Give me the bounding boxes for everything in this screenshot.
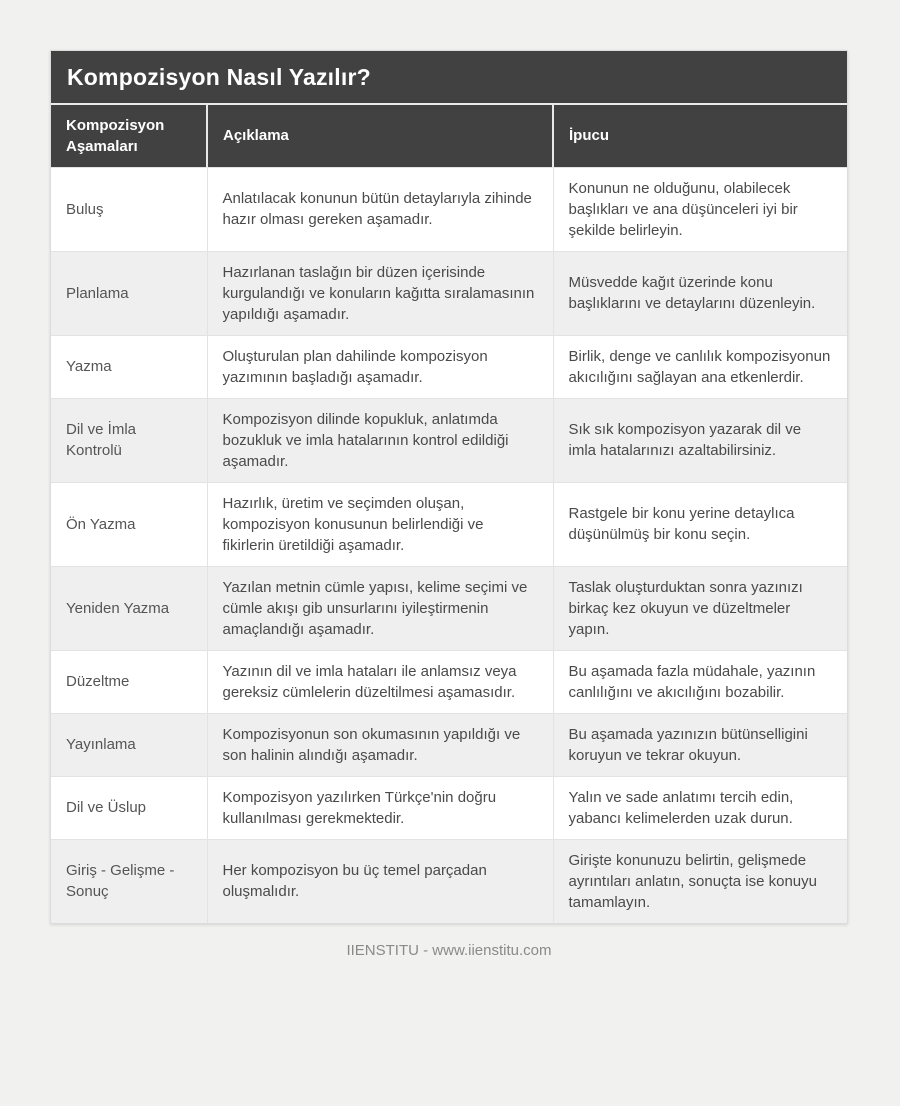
tip-cell: Taslak oluşturduktan sonra yazınızı birk…: [552, 565, 847, 650]
stage-cell: Giriş - Gelişme - Sonuç: [51, 838, 207, 923]
description-cell: Kompozisyon yazılırken Türkçe'nin doğru …: [206, 775, 553, 839]
table-row: Buluş Anlatılacak konunun bütün detaylar…: [51, 166, 847, 251]
tip-cell: Girişte konunuzu belirtin, gelişmede ayr…: [552, 838, 847, 923]
table-row: Yayınlama Kompozisyonun son okumasının y…: [51, 712, 847, 776]
table-row: Yazma Oluşturulan plan dahilinde kompozi…: [51, 334, 847, 398]
description-cell: Kompozisyon dilinde kopukluk, anlatımda …: [206, 397, 553, 482]
description-cell: Oluşturulan plan dahilinde kompozisyon y…: [206, 334, 553, 398]
page-title: Kompozisyon Nasıl Yazılır?: [51, 51, 847, 105]
table-row: Düzeltme Yazının dil ve imla hataları il…: [51, 649, 847, 713]
stage-cell: Yazma: [51, 334, 207, 398]
description-cell: Anlatılacak konunun bütün detaylarıyla z…: [206, 166, 553, 251]
table-row: Yeniden Yazma Yazılan metnin cümle yapıs…: [51, 565, 847, 650]
table-header-row: Kompozisyon Aşamaları Açıklama İpucu: [51, 105, 847, 167]
tip-cell: Bu aşamada fazla müdahale, yazının canlı…: [552, 649, 847, 713]
stage-cell: Planlama: [51, 250, 207, 335]
stage-cell: Yayınlama: [51, 712, 207, 776]
table-row: Ön Yazma Hazırlık, üretim ve seçimden ol…: [51, 481, 847, 566]
column-header-description: Açıklama: [206, 105, 553, 167]
stage-cell: Dil ve İmla Kontrolü: [51, 397, 207, 482]
composition-table: Kompozisyon Aşamaları Açıklama İpucu Bul…: [51, 105, 847, 923]
tip-cell: Sık sık kompozisyon yazarak dil ve imla …: [552, 397, 847, 482]
page: { "page": { "title": "Kompozisyon Nasıl …: [0, 50, 900, 1106]
description-cell: Kompozisyonun son okumasının yapıldığı v…: [206, 712, 553, 776]
stage-cell: Buluş: [51, 166, 207, 251]
composition-table-card: Kompozisyon Nasıl Yazılır? Kompozisyon A…: [50, 50, 848, 924]
table-row: Planlama Hazırlanan taslağın bir düzen i…: [51, 250, 847, 335]
footer-credit: IIENSTITU - www.iienstitu.com: [346, 941, 552, 959]
stage-cell: Yeniden Yazma: [51, 565, 207, 650]
table-row: Dil ve İmla Kontrolü Kompozisyon dilinde…: [51, 397, 847, 482]
tip-cell: Konunun ne olduğunu, olabilecek başlıkla…: [552, 166, 847, 251]
tip-cell: Rastgele bir konu yerine detaylıca düşün…: [552, 481, 847, 566]
description-cell: Hazırlık, üretim ve seçimden oluşan, kom…: [206, 481, 553, 566]
table-body: Buluş Anlatılacak konunun bütün detaylar…: [51, 166, 847, 923]
description-cell: Hazırlanan taslağın bir düzen içerisinde…: [206, 250, 553, 335]
description-cell: Her kompozisyon bu üç temel parçadan olu…: [206, 838, 553, 923]
tip-cell: Müsvedde kağıt üzerinde konu başlıkların…: [552, 250, 847, 335]
column-header-stages: Kompozisyon Aşamaları: [51, 105, 207, 167]
table-row: Giriş - Gelişme - Sonuç Her kompozisyon …: [51, 838, 847, 923]
description-cell: Yazılan metnin cümle yapısı, kelime seçi…: [206, 565, 553, 650]
stage-cell: Düzeltme: [51, 649, 207, 713]
column-header-tip: İpucu: [552, 105, 847, 167]
stage-cell: Dil ve Üslup: [51, 775, 207, 839]
table-row: Dil ve Üslup Kompozisyon yazılırken Türk…: [51, 775, 847, 839]
tip-cell: Bu aşamada yazınızın bütünselligini koru…: [552, 712, 847, 776]
tip-cell: Birlik, denge ve canlılık kompozisyonun …: [552, 334, 847, 398]
tip-cell: Yalın ve sade anlatımı tercih edin, yaba…: [552, 775, 847, 839]
description-cell: Yazının dil ve imla hataları ile anlamsı…: [206, 649, 553, 713]
stage-cell: Ön Yazma: [51, 481, 207, 566]
